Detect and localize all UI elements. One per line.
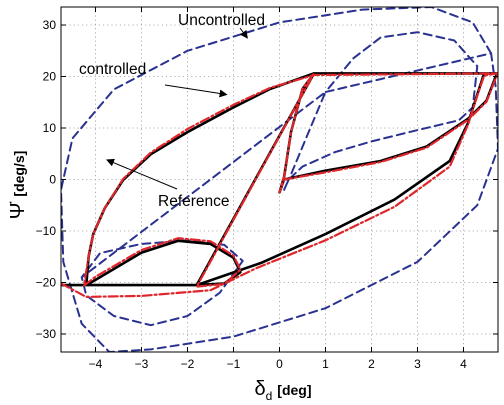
x-tick-label: 1 (322, 357, 329, 371)
annotation-arrow (239, 27, 248, 39)
y-axis-label: Ψ̇[deg/s] (7, 151, 29, 220)
series-uncontrolled-line (61, 7, 498, 352)
y-tick-label: −20 (36, 275, 57, 289)
x-tick-label: −2 (181, 357, 195, 371)
x-tick-label: 2 (368, 357, 375, 371)
annotations: Uncontrolled controlled Reference (79, 12, 265, 210)
y-tick-label: 0 (49, 173, 56, 187)
x-axis-label: δd [deg] (254, 378, 311, 403)
series-controlled-line (61, 72, 498, 298)
annotation-label: controlled (79, 61, 146, 78)
y-tick-label: 10 (43, 121, 57, 135)
annotation-label: Uncontrolled (178, 12, 265, 29)
annotation-label: Reference (158, 193, 230, 210)
x-tick-label: 4 (460, 357, 467, 371)
y-tick-label: 20 (43, 70, 57, 84)
annotation-arrow (106, 158, 178, 190)
annotation-arrow (164, 84, 228, 98)
y-tick-label: −30 (36, 327, 57, 341)
x-tick-label: −1 (227, 357, 241, 371)
y-tick-label: −10 (36, 224, 57, 238)
axis-labels: δd [deg] Ψ̇[deg/s] (7, 151, 312, 403)
x-tick-label: −3 (135, 357, 149, 371)
plot-series (61, 7, 498, 352)
x-tick-label: 0 (276, 357, 283, 371)
x-tick-label: −4 (89, 357, 103, 371)
x-tick-label: 3 (414, 357, 421, 371)
y-tick-label: 30 (43, 18, 57, 32)
